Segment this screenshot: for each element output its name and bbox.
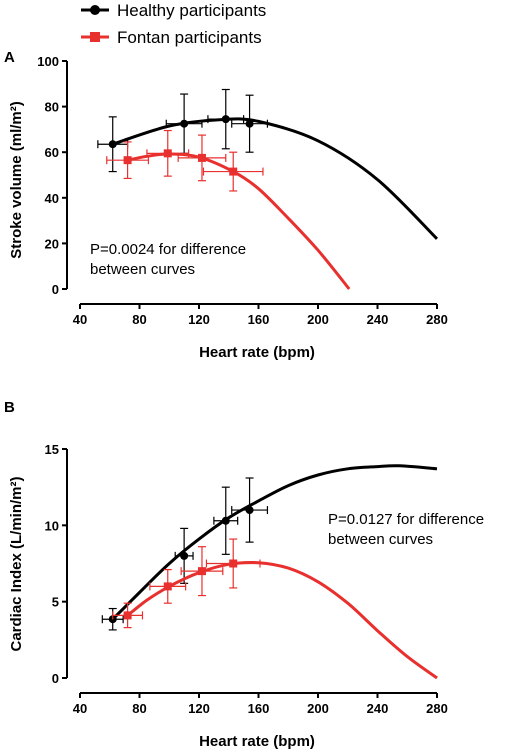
panel-b-fontan-data-point [229,559,238,568]
panel-b-fontan-data-point [123,611,132,620]
panel-a-plot: 40 80 120 160 200 240 280 0 20 40 60 80 100 [37,54,448,327]
panel-b-y-tick-label: 5 [52,595,59,610]
panel-a-y-tick-label: 20 [45,236,59,251]
legend-marker-healthy [90,5,100,15]
panel-b-x-tick-label: 280 [426,701,448,716]
legend: Healthy participants Fontan participants [81,1,266,47]
panel-b-healthy-data-point [180,551,189,560]
panel-b-healthy-fit-curve [111,464,438,621]
panel-a-healthy-data-point [221,115,230,124]
panel-a-x-tick-label: 280 [426,312,448,327]
panel-a-x-tick-label: 240 [367,312,389,327]
legend-item-fontan: Fontan participants [81,28,262,47]
panel-a-healthy-fit-curve [112,117,439,240]
panel-a-y-tick-label: 100 [37,54,59,69]
panel-a-y-tick-label: 40 [45,191,59,206]
legend-label-healthy: Healthy participants [117,1,266,20]
panel-b-x-tick-label: 40 [73,701,87,716]
panel-a-fontan-data-point [123,156,132,165]
panel-b-fontan-data-point [163,582,172,591]
panel-a-x-tick-label: 80 [132,312,146,327]
panel-a-x-tick-label: 160 [248,312,270,327]
panel-label-a: A [4,49,15,66]
panel-b-x-tick-label: 200 [307,701,329,716]
panel-b-x-tick-label: 160 [248,701,270,716]
legend-item-healthy: Healthy participants [81,1,266,20]
panel-b-x-tick-label: 80 [132,701,146,716]
panel-a-x-axis-title: Heart rate (bpm) [199,344,315,361]
panel-b: B 40 80 120 160 200 240 280 0 5 10 15 Heart rate (… [4,399,484,750]
panel-a-fontan-data-point [163,149,172,158]
panel-b-fontan-fit-curve [126,560,438,680]
panel-a-x-tick-label: 200 [307,312,329,327]
panel-a-healthy-data-point [108,140,117,149]
panel-a-y-tick-label: 0 [52,282,59,297]
panel-b-plot: 40 80 120 160 200 240 280 0 5 10 15 [45,442,448,716]
panel-b-annotation-line-2: between curves [328,531,433,548]
panel-a-healthy-data-point [245,119,254,128]
panel-a-x-tick-label: 40 [73,312,87,327]
panel-a-y-axis-title: Stroke volume (ml/m²) [8,101,25,259]
panel-b-x-tick-label: 240 [367,701,389,716]
panel-b-y-axis-title: Cardiac Index (L/min/m²) [8,476,25,651]
panel-b-healthy-data-point [245,506,254,515]
panel-label-b: B [4,399,15,416]
legend-label-fontan: Fontan participants [117,28,262,47]
panel-a: A 40 80 120 160 200 240 280 0 20 40 60 80 100 Heart … [4,49,448,361]
panel-a-y-tick-label: 60 [45,145,59,160]
panel-a-y-tick-label: 80 [45,100,59,115]
panel-b-fontan-data-point [197,567,206,576]
panel-b-annotation-line-1: P=0.0127 for difference [328,511,484,528]
panel-b-x-axis-title: Heart rate (bpm) [199,733,315,750]
panel-b-y-tick-label: 10 [45,518,59,533]
panel-a-fontan-data-point [197,153,206,162]
panel-a-x-tick-label: 120 [188,312,210,327]
panel-b-x-tick-label: 120 [188,701,210,716]
panel-a-fontan-data-point [229,167,238,176]
panel-b-healthy-data-point [221,516,230,525]
panel-b-y-tick-label: 15 [45,442,59,457]
legend-marker-fontan [90,32,100,42]
panel-a-annotation-line-2: between curves [90,261,195,278]
panel-a-annotation-line-1: P=0.0024 for difference [90,241,246,258]
panel-b-y-tick-label: 0 [52,671,59,686]
panel-a-healthy-data-point [180,119,189,128]
